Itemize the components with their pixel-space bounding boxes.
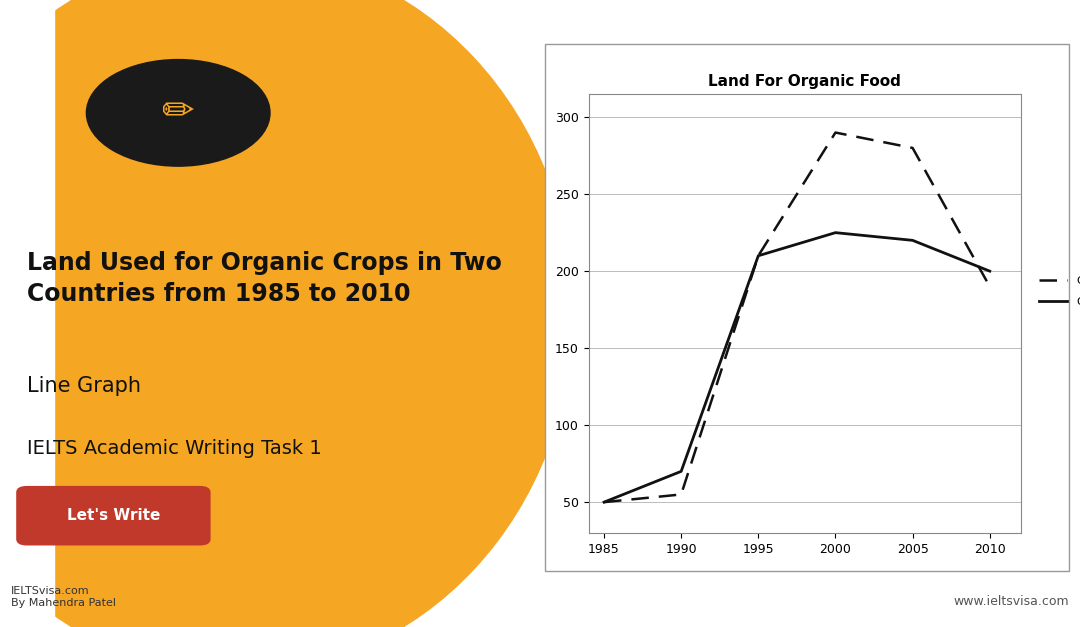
Text: Line Graph: Line Graph xyxy=(27,376,141,396)
Text: IELTSvisa.com
By Mahendra Patel: IELTSvisa.com By Mahendra Patel xyxy=(11,586,116,608)
Text: IELTS Academic Writing Task 1: IELTS Academic Writing Task 1 xyxy=(27,439,322,458)
Circle shape xyxy=(86,60,270,166)
Bar xyxy=(0,0,54,627)
FancyBboxPatch shape xyxy=(545,44,1069,571)
Text: Land Used for Organic Crops in Two
Countries from 1985 to 2010: Land Used for Organic Crops in Two Count… xyxy=(27,251,502,307)
FancyBboxPatch shape xyxy=(16,486,211,545)
Text: ✏: ✏ xyxy=(162,94,194,132)
Title: Land For Organic Food: Land For Organic Food xyxy=(708,74,901,88)
Text: www.ieltsvisa.com: www.ieltsvisa.com xyxy=(954,595,1069,608)
Legend: Cou, Cou: Cou, Cou xyxy=(1035,271,1080,312)
Ellipse shape xyxy=(0,0,572,627)
Text: Let's Write: Let's Write xyxy=(67,508,160,523)
